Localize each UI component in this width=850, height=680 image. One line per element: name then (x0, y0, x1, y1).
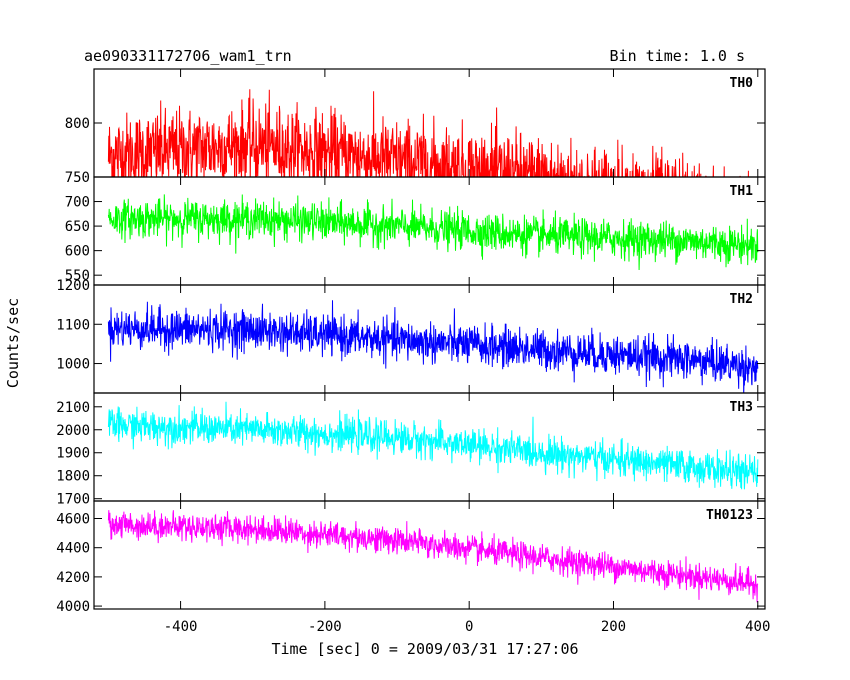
series-line-th2 (107, 300, 759, 393)
panel-tag-th0123: TH0123 (706, 508, 753, 523)
y-tick-label: 1200 (56, 278, 90, 294)
y-axis-label: Counts/sec (4, 298, 22, 388)
y-tick-label: 4000 (56, 599, 90, 615)
series-line-th0123 (107, 510, 759, 603)
panel-frame-th0123 (93, 500, 766, 610)
x-tick-label: -200 (308, 619, 342, 635)
y-tick-label: 1900 (56, 446, 90, 462)
y-tick-label: 600 (65, 244, 90, 260)
y-tick-label: 800 (65, 116, 90, 132)
y-tick-label: 2000 (56, 423, 90, 439)
panel-tag-th1: TH1 (730, 184, 754, 199)
panel-tag-th0: TH0 (730, 76, 754, 91)
y-tick-label: 1000 (56, 357, 90, 373)
y-tick-label: 550 (65, 268, 90, 284)
series-line-th1 (107, 194, 759, 271)
panel-tag-th2: TH2 (730, 292, 753, 307)
y-tick-label: 1100 (56, 317, 90, 333)
y-tick-label: 650 (65, 219, 90, 235)
x-tick-label: 400 (745, 619, 770, 635)
chart-title: ae090331172706_wam1_trn (84, 47, 292, 65)
x-tick-label: 200 (601, 619, 626, 635)
y-tick-label: 4600 (56, 512, 90, 528)
y-tick-label: 1700 (56, 492, 90, 508)
y-tick-label: 2100 (56, 400, 90, 416)
y-tick-label: 750 (65, 170, 90, 186)
x-tick-label: 0 (465, 619, 473, 635)
y-tick-label: 700 (65, 195, 90, 211)
panel-frame-th0 (93, 68, 766, 178)
y-tick-label: 1800 (56, 469, 90, 485)
y-tick-label: 4400 (56, 541, 90, 557)
series-line-th3 (107, 401, 759, 490)
y-tick-label: 4200 (56, 570, 90, 586)
x-axis-label: Time [sec] 0 = 2009/03/31 17:27:06 (271, 640, 578, 658)
panel-tag-th3: TH3 (730, 400, 753, 415)
series-line-th0 (107, 89, 749, 177)
bin-time-label: Bin time: 1.0 s (610, 47, 745, 65)
x-tick-label: -400 (164, 619, 198, 635)
panels-group: TH0 800 750 TH1 700 650 600 550 TH2 1200 1100 1000 T… (56, 68, 770, 635)
